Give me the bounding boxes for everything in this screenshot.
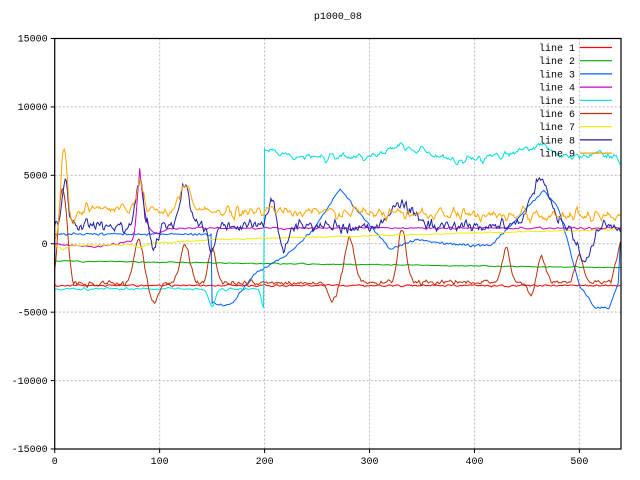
svg-text:400: 400 [465,457,483,468]
svg-text:line 2: line 2 [539,56,575,68]
svg-text:10000: 10000 [18,103,48,114]
svg-text:5000: 5000 [24,172,48,183]
svg-text:-15000: -15000 [12,445,48,456]
svg-text:line 5: line 5 [539,96,575,108]
svg-text:line 9: line 9 [539,149,575,161]
svg-text:line 7: line 7 [539,122,575,134]
svg-text:line 3: line 3 [539,69,575,81]
svg-text:0: 0 [42,240,48,251]
svg-text:line 6: line 6 [539,109,575,121]
svg-text:100: 100 [151,457,169,468]
svg-text:p1000_08: p1000_08 [314,12,362,23]
svg-text:line 8: line 8 [539,135,575,147]
svg-text:0: 0 [52,457,58,468]
svg-text:200: 200 [256,457,274,468]
svg-text:500: 500 [570,457,588,468]
svg-text:line 4: line 4 [539,83,575,95]
svg-text:15000: 15000 [18,35,48,46]
svg-text:-10000: -10000 [12,377,48,388]
svg-text:300: 300 [361,457,379,468]
svg-text:line 1: line 1 [539,43,575,55]
svg-text:-5000: -5000 [18,308,48,319]
